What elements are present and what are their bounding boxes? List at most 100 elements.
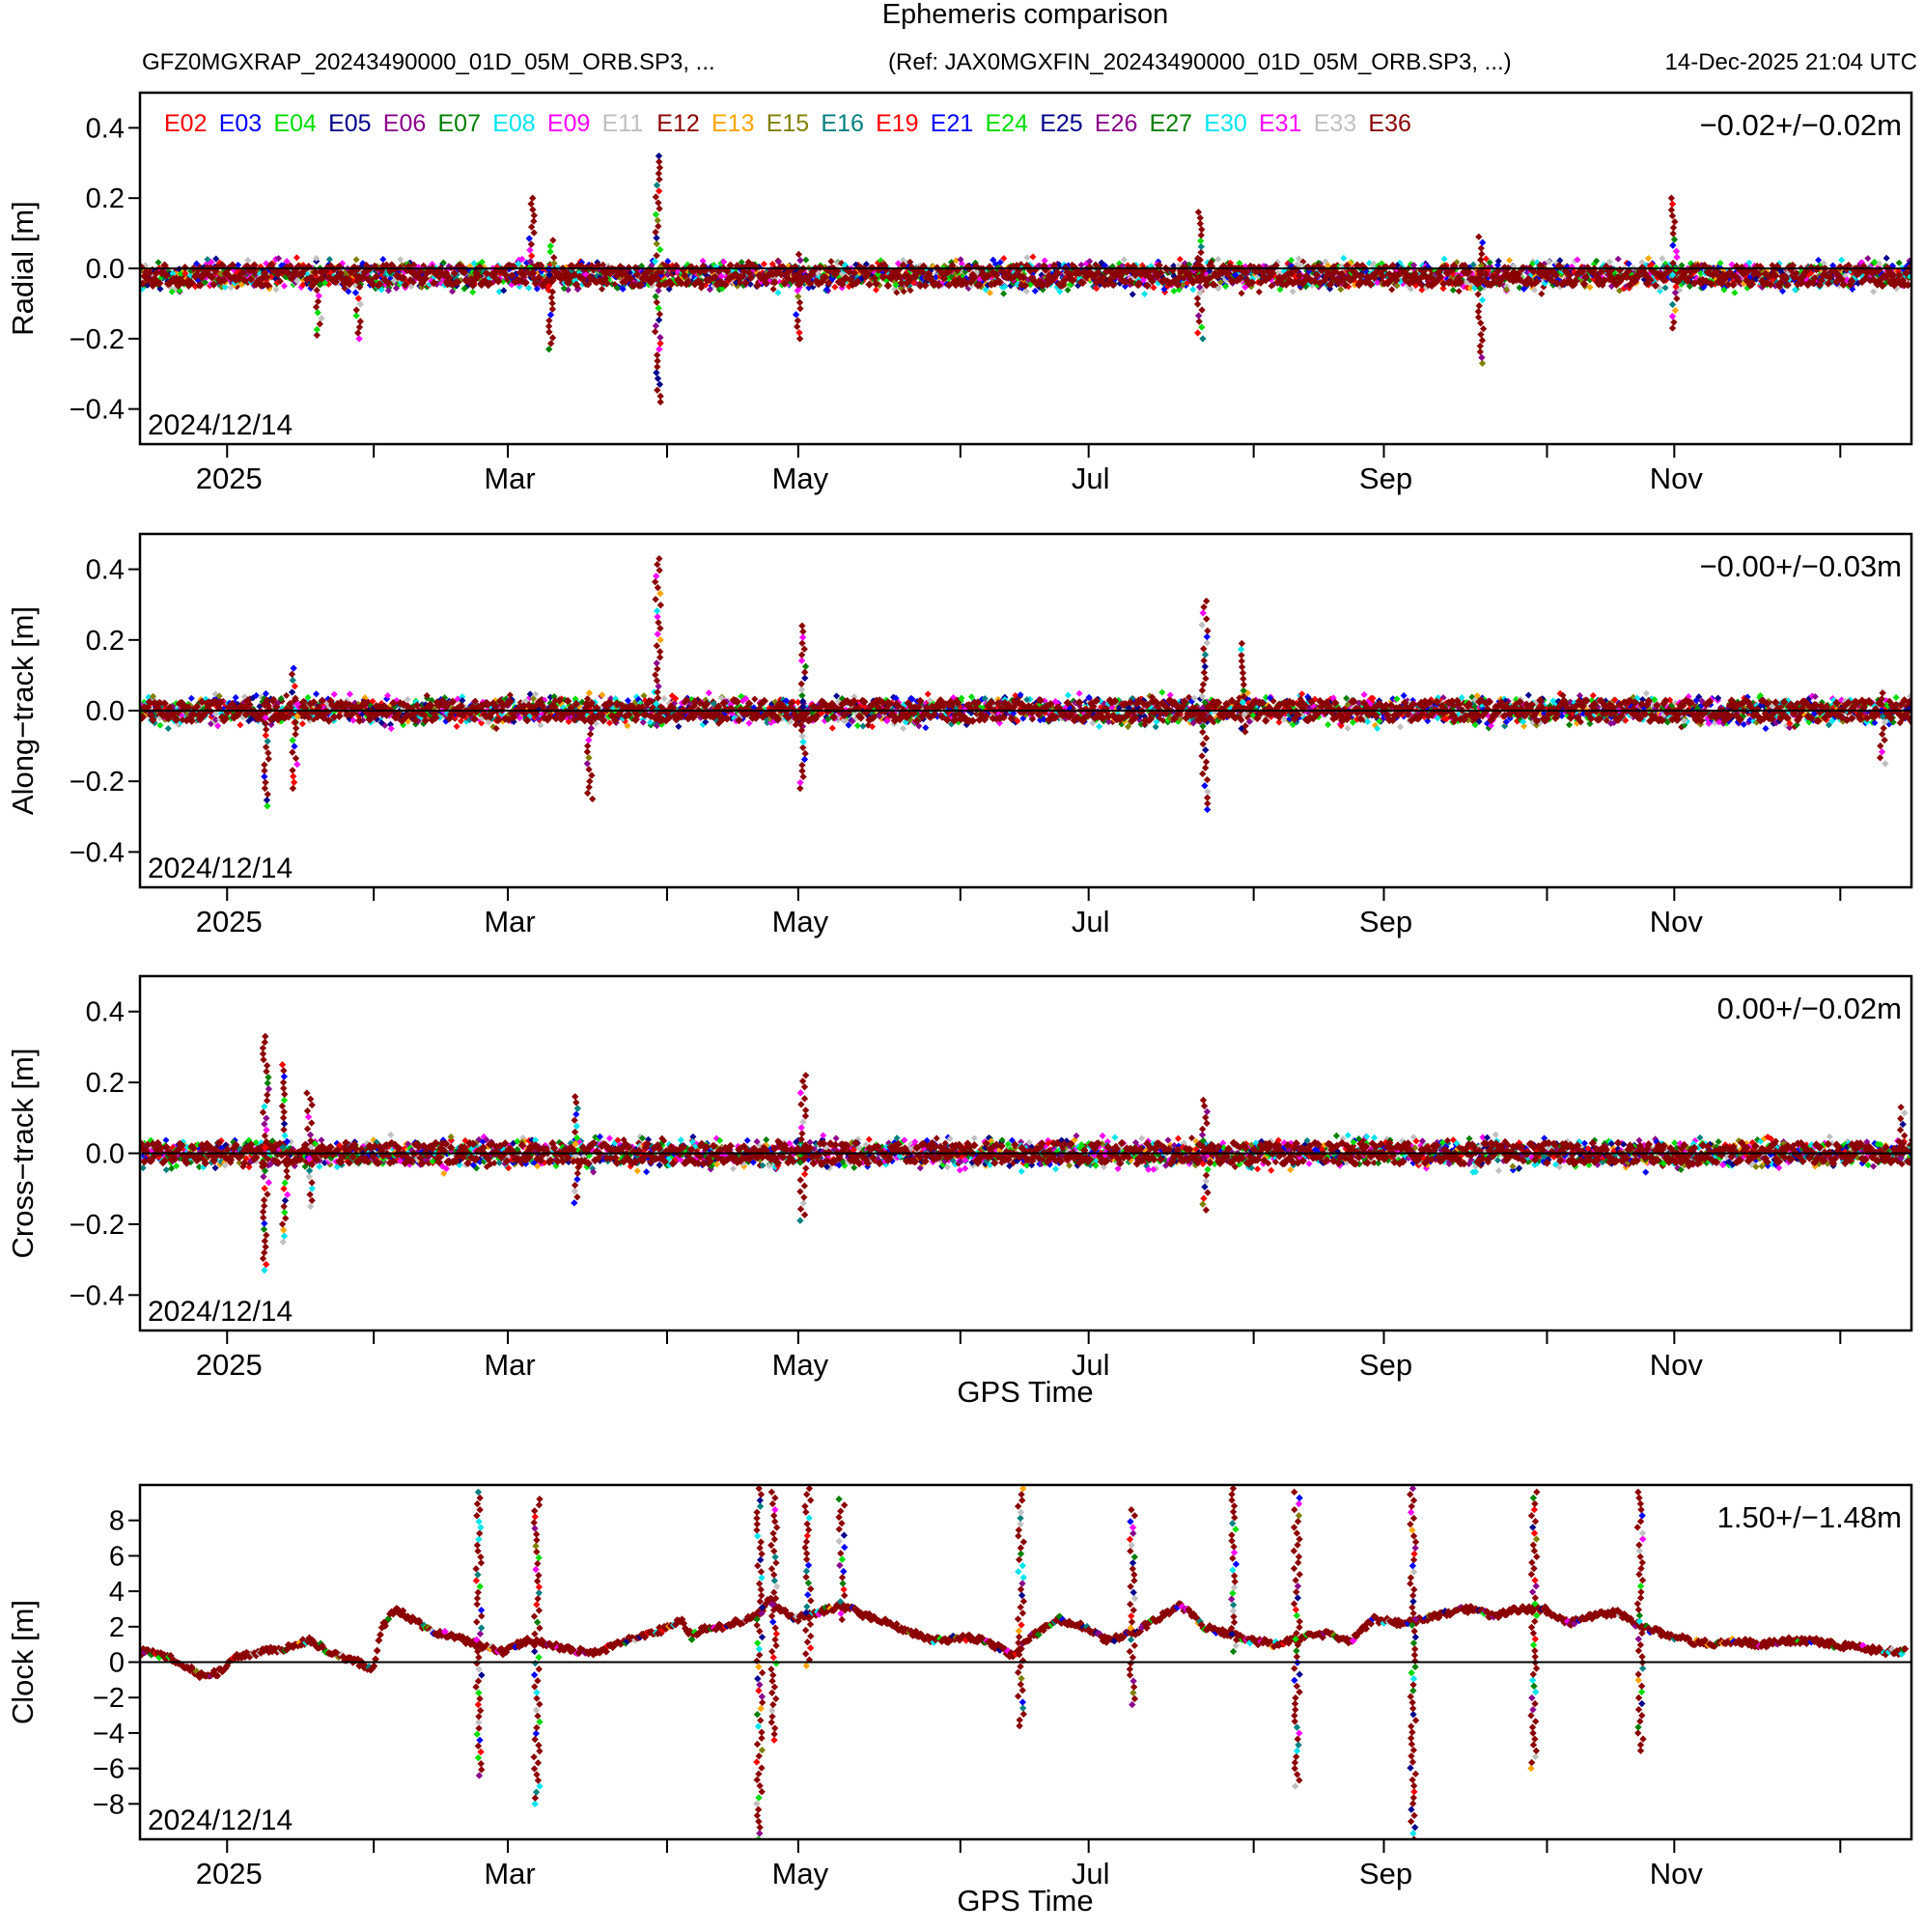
radial-spike-point [1671, 306, 1680, 315]
radial-point [500, 287, 508, 294]
radial-spike-point [356, 318, 365, 325]
radial-point [1838, 256, 1846, 264]
solution-caption: GFZ0MGXRAP_20243490000_01D_05M_ORB.SP3, … [142, 49, 715, 75]
radial-spike-point [1668, 200, 1677, 208]
radial-point [1659, 255, 1666, 263]
radial-spike-point [655, 170, 663, 178]
along-track-point [237, 721, 244, 729]
radial-point [906, 287, 914, 294]
figure-title: Ephemeris comparison [882, 0, 1169, 30]
radial-spike-point [1672, 247, 1681, 255]
radial-spike-point [796, 257, 804, 265]
radial-spike-point [794, 317, 802, 324]
radial-xtick-label: Jul [1072, 462, 1110, 495]
along-track-point [330, 690, 338, 698]
radial-point [1506, 257, 1514, 265]
radial-xtick-label: Nov [1650, 462, 1704, 495]
radial-spike-point [654, 375, 662, 382]
timestamp: 14-Dec-2025 21:04 UTC [1665, 49, 1917, 75]
along-track-point [298, 720, 306, 728]
radial-spike-point [1477, 319, 1485, 327]
radial-point [1255, 288, 1263, 295]
radial-point [899, 257, 907, 265]
radial-point [774, 289, 782, 296]
radial-spike-point [795, 335, 804, 343]
radial-ytick-label: −0.2 [70, 324, 125, 355]
radial-spike-point [1199, 335, 1207, 343]
radial-spike-point [1196, 214, 1204, 222]
radial-point [1189, 286, 1197, 294]
radial-spike-point [795, 298, 804, 307]
radial-spike-point [351, 289, 360, 296]
along-track-point [187, 694, 195, 702]
legend-item-e02: E02 [164, 110, 207, 137]
radial-point [154, 259, 162, 266]
radial-spike-point [313, 286, 321, 294]
radial-spike-point [1475, 233, 1483, 240]
along-track-point [660, 694, 668, 702]
radial-xtick-label: Mar [484, 462, 535, 495]
radial-spike-point [655, 163, 664, 172]
radial-point [216, 270, 224, 278]
radial-spike-point [653, 234, 660, 242]
radial-point [1170, 287, 1178, 294]
radial-spike-point [796, 304, 804, 313]
radial-spike-point [1474, 307, 1483, 316]
radial-spike-point [1478, 250, 1486, 258]
radial-spike-point [654, 363, 661, 371]
radial-spike-point [544, 346, 553, 353]
radial-point [1129, 291, 1136, 298]
radial-point [276, 277, 284, 285]
legend-item-e06: E06 [383, 110, 426, 137]
radial-point [802, 256, 810, 264]
radial-spike-point [1479, 238, 1487, 246]
radial-spike-point [654, 357, 661, 365]
radial-spike-point [1478, 296, 1487, 304]
radial-point [313, 255, 321, 263]
radial-spike-point [529, 194, 537, 202]
legend-item-e04: E04 [273, 110, 317, 137]
radial-spike-point [1476, 342, 1484, 350]
along-track-point [346, 690, 353, 698]
radial-point [900, 288, 907, 295]
radial-spike-point [1669, 230, 1677, 238]
radial-spike-point [1194, 312, 1203, 320]
satellite-legend: E02 E03 E04 E05 E06 E07 E08 E09 E11 E12 E13 E15 E16 E… [164, 110, 1411, 137]
radial-spike-point [1475, 302, 1483, 310]
radial-spike-point [1668, 211, 1677, 220]
radial-point [619, 285, 627, 293]
radial-point [1864, 255, 1872, 263]
radial-spike-point [318, 315, 325, 322]
radial-point [560, 285, 568, 293]
radial-spike-point [315, 292, 322, 300]
radial-point [221, 283, 229, 291]
radial-point [893, 289, 901, 296]
radial-spike-point [1671, 218, 1679, 226]
radial-spike-point [656, 333, 664, 342]
radial-point [1614, 255, 1622, 263]
radial-point [664, 258, 672, 266]
radial-point [1731, 289, 1739, 296]
radial-spike-point [354, 294, 363, 302]
radial-point [293, 277, 301, 285]
radial-spike-point [314, 297, 322, 305]
along-track-point [592, 719, 600, 727]
radial-spike-point [795, 293, 802, 300]
radial-point [1449, 286, 1457, 294]
radial-spike-point [655, 346, 663, 353]
legend-item-e24: E24 [986, 110, 1029, 137]
radial-spike-point [655, 304, 662, 312]
along-track-point [164, 724, 172, 733]
radial-spike-point [651, 327, 659, 336]
radial-point [827, 258, 835, 266]
legend-item-e15: E15 [767, 110, 809, 137]
along-track-point [313, 690, 321, 698]
radial-ytick-label: 0.0 [86, 254, 125, 285]
radial-spike-point [355, 323, 364, 331]
along-track-point [453, 722, 460, 730]
radial-spike-point [655, 316, 663, 324]
radial-point [733, 279, 740, 287]
radial-spike-point [1669, 241, 1677, 249]
